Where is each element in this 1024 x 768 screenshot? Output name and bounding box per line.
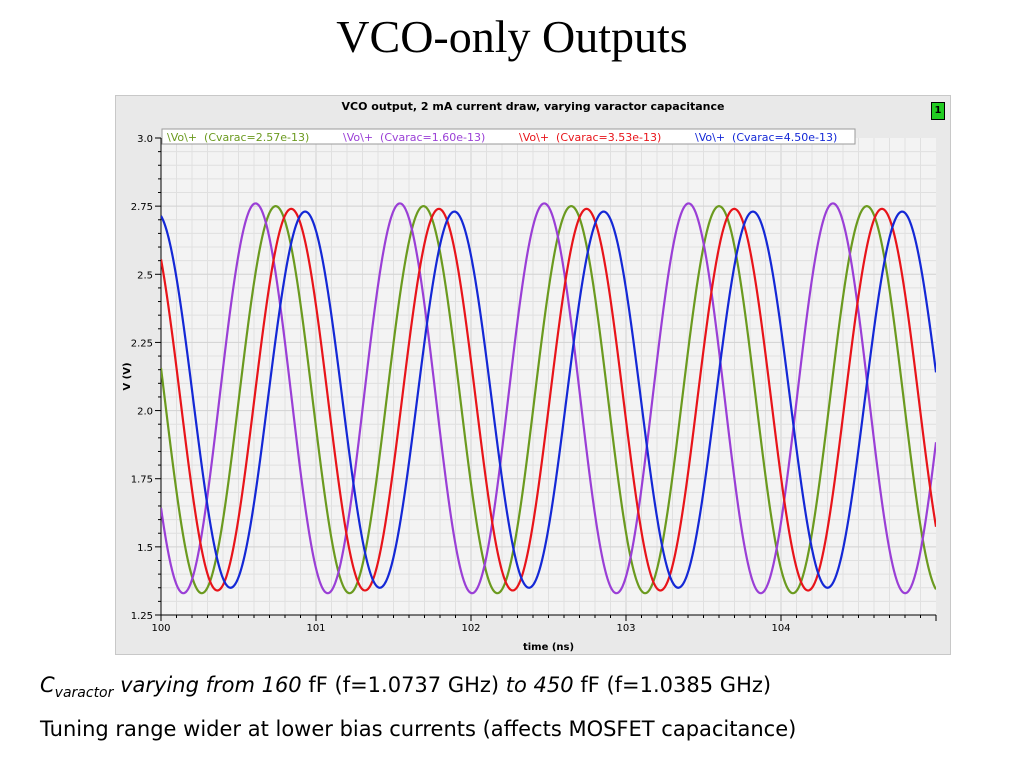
x-tick-label: 102 (461, 623, 480, 634)
x-tick-label: 101 (306, 623, 325, 634)
y-tick-label: 1.75 (131, 475, 153, 486)
caption-line-1: Cvaractor varying from 160 fF (f=1.0737 … (40, 673, 771, 701)
y-axis-label: V (V) (122, 362, 133, 390)
y-tick-label: 1.5 (137, 543, 153, 554)
x-tick-label: 104 (771, 623, 790, 634)
y-tick-label: 1.25 (131, 611, 153, 622)
x-axis-label: time (ns) (523, 642, 574, 653)
y-tick-label: 3.0 (137, 134, 153, 145)
legend-entry-3: \Vo\+ (Cvarac=3.53e-13) (519, 131, 661, 144)
y-tick-label: 2.25 (131, 338, 153, 349)
legend-entry-2: \Vo\+ (Cvarac=1.60e-13) (343, 131, 485, 144)
x-tick-label: 100 (151, 623, 170, 634)
y-tick-label: 2.0 (137, 407, 153, 418)
waveform-series-3 (161, 207, 936, 592)
waveform-series-2 (161, 202, 936, 595)
y-tick-label: 2.5 (137, 270, 153, 281)
caption-line-2: Tuning range wider at lower bias current… (40, 717, 797, 741)
chart-title: VCO output, 2 mA current draw, varying v… (341, 100, 725, 113)
subwindow-number-badge[interactable]: 1 (931, 102, 945, 120)
caption-phrase-1: varying from 160 (113, 673, 302, 697)
caption-phrase-2: to 450 (505, 673, 574, 697)
slide-title: VCO-only Outputs (336, 11, 688, 62)
legend-box (161, 128, 856, 145)
waveform-plot[interactable]: 1.25 1.5 1.75 2.0 2.25 2.5 2.75 3.0 100 101 102 103… (116, 96, 950, 654)
caption-c-symbol: C (40, 673, 55, 697)
caption-c-subscript: varactor (54, 685, 114, 701)
plot-window: VCO output, 2 mA current draw, varying v… (115, 95, 951, 655)
x-tick-label: 103 (616, 623, 635, 634)
waveform-series-4 (161, 210, 936, 589)
y-tick-label: 2.75 (131, 202, 153, 213)
legend-entry-1: \Vo\+ (Cvarac=2.57e-13) (167, 131, 309, 144)
legend-entry-4: \Vo\+ (Cvarac=4.50e-13) (695, 131, 837, 144)
caption-unit-1: fF (f=1.0737 GHz) (301, 673, 506, 697)
waveform-series-1 (161, 205, 936, 595)
caption-unit-2: fF (f=1.0385 GHz) (573, 673, 772, 697)
